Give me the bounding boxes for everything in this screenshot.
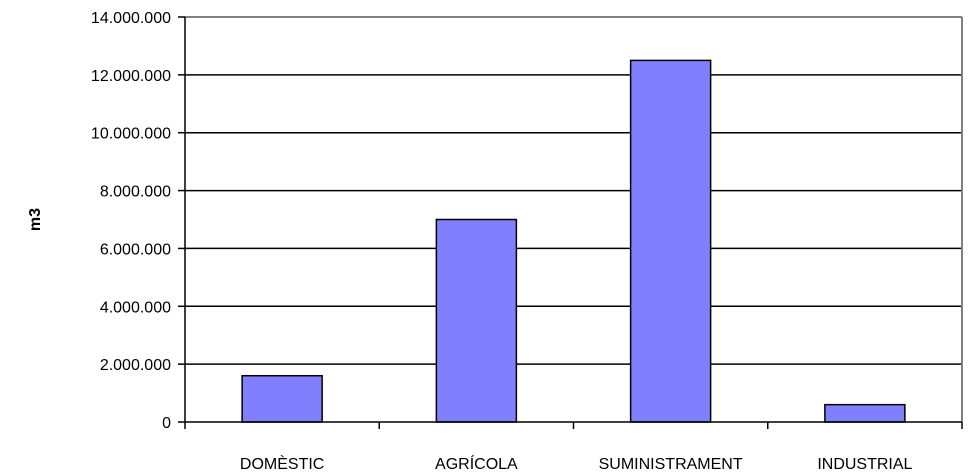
y-tick-label: 0 <box>162 415 171 432</box>
x-tick-label: DOMÈSTIC <box>240 454 324 473</box>
y-tick-label: 4.000.000 <box>100 299 171 316</box>
plot-frame <box>185 16 963 422</box>
bar-1 <box>435 218 518 423</box>
axes <box>178 16 963 429</box>
y-tick-label: 6.000.000 <box>100 241 171 258</box>
y-tick-label: 8.000.000 <box>100 184 171 201</box>
bar-2 <box>629 59 712 423</box>
x-tick-label: SUMINISTRAMENT <box>599 456 743 473</box>
y-axis-label: m3 <box>27 208 44 231</box>
y-tick-label: 2.000.000 <box>100 357 171 374</box>
x-tick-label: INDUSTRIAL <box>817 456 912 473</box>
bar-0 <box>241 374 323 423</box>
bars <box>241 59 906 423</box>
y-tick-label: 12.000.000 <box>91 68 171 85</box>
bar-3 <box>824 403 906 423</box>
y-tick-label: 10.000.000 <box>91 126 171 143</box>
x-tick-label: AGRÍCOLA <box>435 454 518 473</box>
x-tick-labels: DOMÈSTIC AGRÍCOLA SUMINISTRAMENT INDUSTRIAL <box>240 454 913 473</box>
y-tick-label: 14.000.000 <box>91 10 171 27</box>
gridlines <box>185 16 962 365</box>
y-tick-labels: 0 2.000.000 4.000.000 6.000.000 8.000.000 10.… <box>91 10 171 432</box>
